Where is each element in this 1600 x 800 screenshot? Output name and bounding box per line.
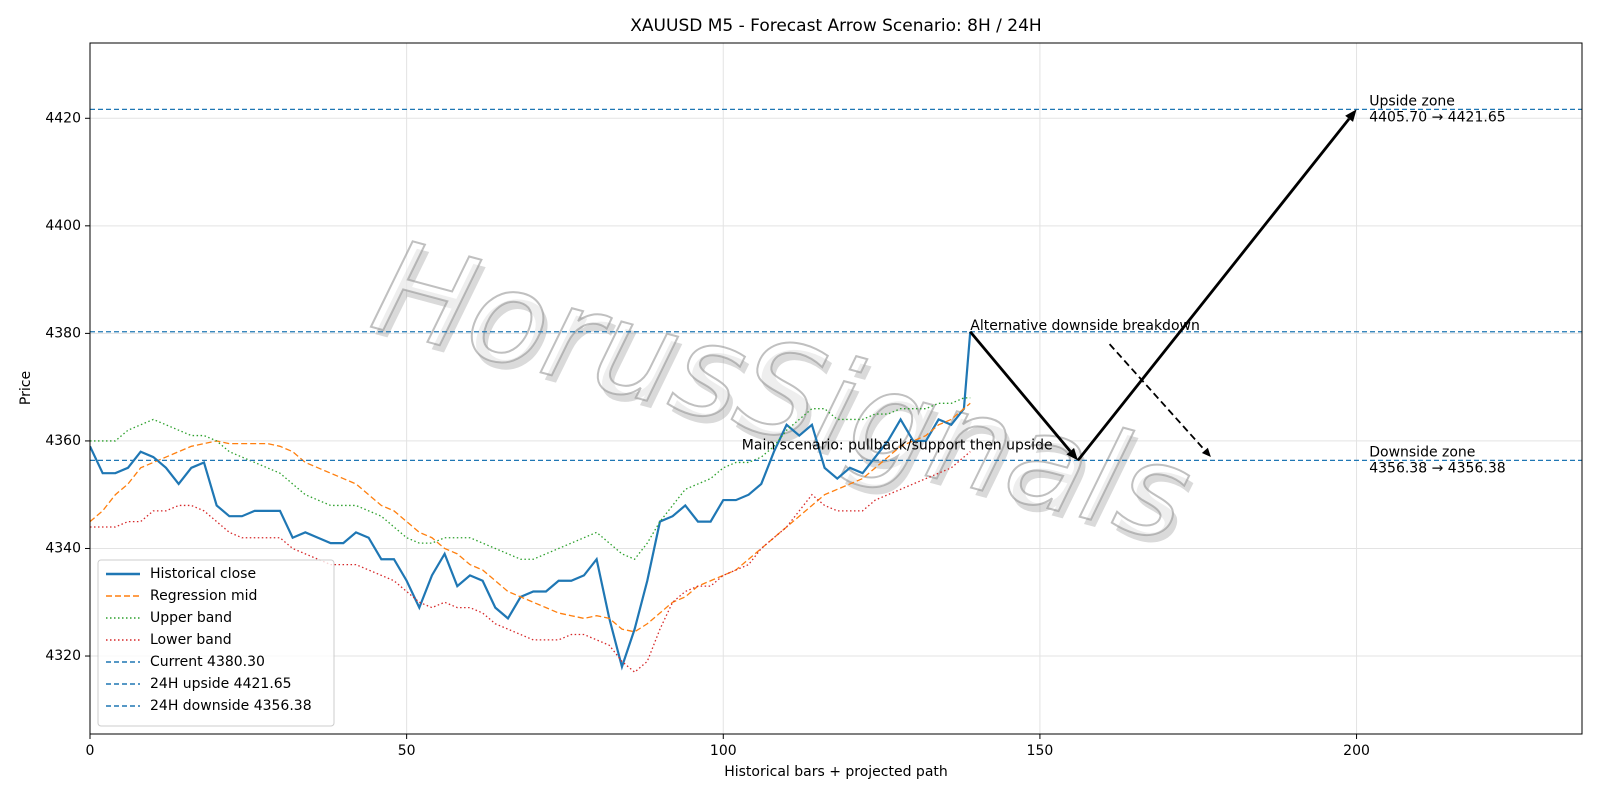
x-axis-label: Historical bars + projected path (724, 764, 948, 780)
x-tick-label: 150 (1027, 743, 1054, 759)
arrow-shaft (1108, 343, 1206, 451)
data-line (90, 331, 972, 671)
annotation: Main scenario: pullback/support then ups… (742, 438, 1053, 454)
annotation: Downside zone (1369, 444, 1475, 460)
annotation: 4405.70 → 4421.65 (1369, 109, 1505, 125)
y-tick-label: 4340 (45, 540, 81, 556)
y-tick-label: 4380 (45, 325, 81, 341)
arrow-shaft (969, 330, 1072, 453)
legend-label: 24H downside 4356.38 (150, 698, 312, 714)
x-tick-label: 200 (1343, 743, 1370, 759)
legend-box (97, 559, 335, 727)
arrow-head (1345, 109, 1357, 122)
arrow-head (1201, 447, 1211, 458)
x-tick-label: 100 (710, 743, 737, 759)
legend-label: Lower band (150, 632, 232, 648)
y-tick-label: 4420 (45, 110, 81, 126)
data-line (90, 402, 971, 633)
y-axis-label: Price (18, 371, 34, 405)
x-tick-label: 0 (86, 743, 95, 759)
x-tick-label: 50 (398, 743, 416, 759)
legend-label: Regression mid (150, 588, 257, 604)
plot-frame (89, 42, 1583, 735)
y-tick-label: 4320 (45, 648, 81, 664)
arrow-shaft (1076, 117, 1351, 462)
legend-label: Historical close (150, 566, 256, 582)
legend-label: Upper band (150, 610, 232, 626)
data-line (90, 397, 971, 561)
legend-label: Current 4380.30 (150, 654, 265, 670)
annotation: Upside zone (1369, 93, 1455, 109)
annotation: 4356.38 → 4356.38 (1369, 460, 1505, 476)
y-tick-label: 4360 (45, 433, 81, 449)
annotation: Alternative downside breakdown (970, 318, 1200, 334)
arrow-head (1066, 447, 1078, 461)
y-tick-label: 4400 (45, 218, 81, 234)
chart-title: XAUUSD M5 - Forecast Arrow Scenario: 8H … (630, 16, 1041, 36)
legend-label: 24H upside 4421.65 (150, 676, 292, 692)
